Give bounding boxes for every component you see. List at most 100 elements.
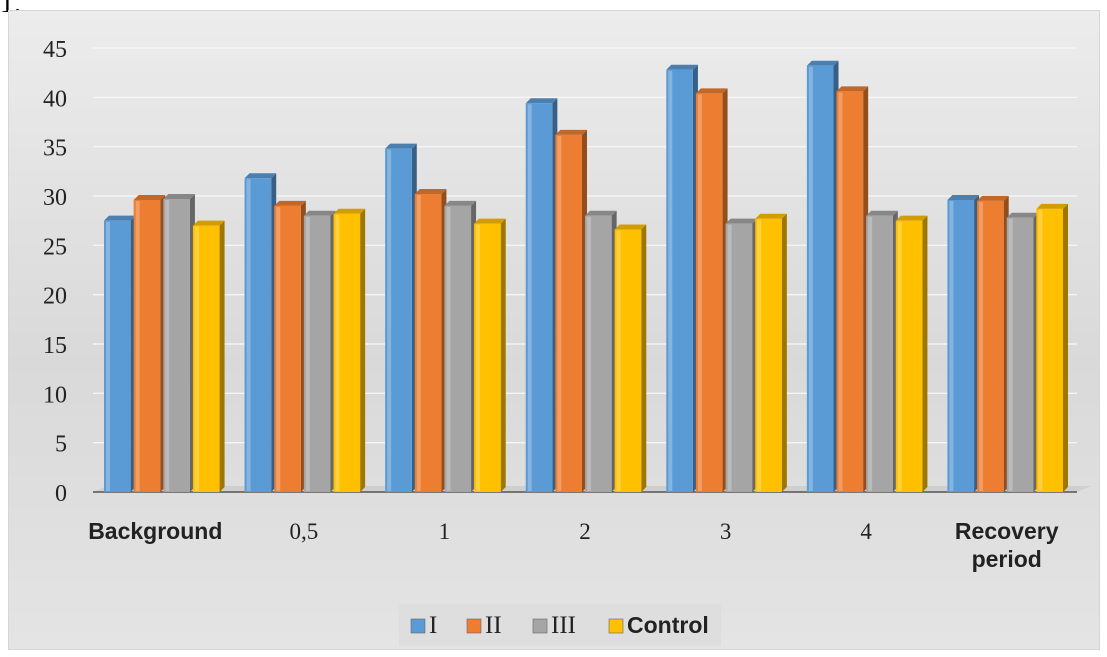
- legend-item: III: [532, 612, 576, 639]
- bar-front: [836, 91, 864, 492]
- bar-side: [500, 218, 506, 493]
- bar-top: [666, 64, 698, 70]
- bar-top: [525, 98, 558, 104]
- bar-front: [947, 199, 975, 493]
- legend-item: II: [466, 612, 502, 639]
- x-tick-label: Recovery period: [955, 518, 1059, 572]
- chart-area: Background 0,5 1 2 3 4 Recovery period 0 5 10 15 20…: [8, 10, 1100, 650]
- bar: [163, 193, 195, 492]
- y-tick-label: 40: [43, 86, 67, 112]
- bar: [977, 195, 1009, 492]
- bar: [755, 213, 787, 492]
- bar-top: [585, 210, 617, 216]
- bar-front: [755, 218, 782, 492]
- bar: [836, 86, 869, 492]
- bar-highlight: [165, 199, 170, 491]
- bar-front: [725, 223, 753, 493]
- bar-front: [444, 205, 472, 492]
- bar-highlight: [416, 195, 421, 491]
- y-tick-label: 20: [43, 284, 67, 310]
- bar: [695, 88, 728, 493]
- bar: [274, 200, 306, 492]
- bar-front: [163, 198, 190, 492]
- bar-highlight: [1038, 209, 1043, 491]
- bar-front: [525, 103, 553, 493]
- bar-top: [244, 173, 277, 179]
- bar-top: [895, 215, 928, 221]
- bar-highlight: [668, 70, 673, 491]
- bar-front: [385, 148, 412, 492]
- bar: [895, 215, 928, 492]
- x-tick-label: 3: [720, 519, 732, 544]
- bar-front: [895, 220, 923, 492]
- bar: [192, 220, 225, 492]
- y-tick-label: 25: [43, 234, 67, 260]
- legend-box: [399, 604, 721, 646]
- bar-front: [695, 93, 723, 493]
- y-tick-label: 35: [43, 136, 67, 162]
- bar-highlight: [135, 200, 140, 492]
- bar-highlight: [697, 94, 702, 492]
- bar-side: [219, 220, 225, 492]
- bar-highlight: [897, 221, 902, 491]
- bar: [333, 208, 366, 492]
- bar-group: [525, 98, 647, 493]
- bar-front: [104, 220, 131, 492]
- bar-top: [385, 143, 417, 149]
- bar-top: [695, 88, 728, 94]
- bar-top: [414, 189, 447, 195]
- bar-front: [866, 215, 893, 492]
- y-tick-label: 30: [43, 185, 67, 211]
- bar: [614, 224, 647, 492]
- y-tick-label: 10: [43, 382, 67, 408]
- bar-chart: Background 0,5 1 2 3 4 Recovery period 0 5 10 15 20…: [9, 11, 1099, 649]
- bar-front: [666, 69, 693, 492]
- bar-front: [1006, 217, 1034, 492]
- bar: [385, 143, 417, 492]
- bar-top: [444, 200, 477, 206]
- legend-item: Control: [608, 612, 709, 638]
- bar-front: [192, 225, 220, 492]
- legend-swatch: [608, 618, 624, 634]
- bar: [525, 98, 558, 493]
- bar-top: [303, 210, 336, 216]
- bar: [133, 194, 166, 493]
- bar-highlight: [446, 206, 451, 491]
- bar-side: [641, 224, 647, 492]
- x-tick-label: 1: [439, 519, 451, 544]
- bar-front: [414, 194, 442, 492]
- bar: [303, 210, 336, 492]
- bar-highlight: [246, 179, 251, 492]
- bar-front: [474, 223, 501, 493]
- bar-highlight: [1008, 218, 1013, 491]
- bar-highlight: [276, 206, 281, 491]
- bar: [585, 210, 617, 492]
- bar: [806, 60, 839, 492]
- bar-highlight: [808, 66, 813, 491]
- bar-top: [977, 195, 1009, 201]
- y-tick-label: 0: [55, 481, 67, 507]
- bar-front: [274, 205, 301, 492]
- legend-swatch: [532, 618, 548, 634]
- bar-top: [104, 215, 136, 221]
- x-tick-label: Background: [88, 518, 222, 544]
- bar-highlight: [557, 135, 562, 491]
- bar: [725, 218, 758, 493]
- bar-highlight: [587, 216, 591, 491]
- bar: [414, 189, 447, 492]
- bar-highlight: [868, 216, 873, 491]
- bar-group: [104, 193, 225, 493]
- bar-top: [755, 213, 787, 219]
- x-tick-label: 0,5: [289, 519, 318, 544]
- bar: [244, 173, 277, 493]
- bar-top: [163, 193, 195, 199]
- bar: [1036, 203, 1068, 492]
- bar: [947, 194, 980, 493]
- bar-top: [866, 210, 898, 216]
- bar-top: [614, 224, 647, 230]
- bar-group: [385, 143, 506, 493]
- legend-swatch: [466, 618, 482, 634]
- bar-front: [133, 199, 161, 493]
- bar-front: [333, 213, 361, 492]
- bar-front: [555, 134, 582, 492]
